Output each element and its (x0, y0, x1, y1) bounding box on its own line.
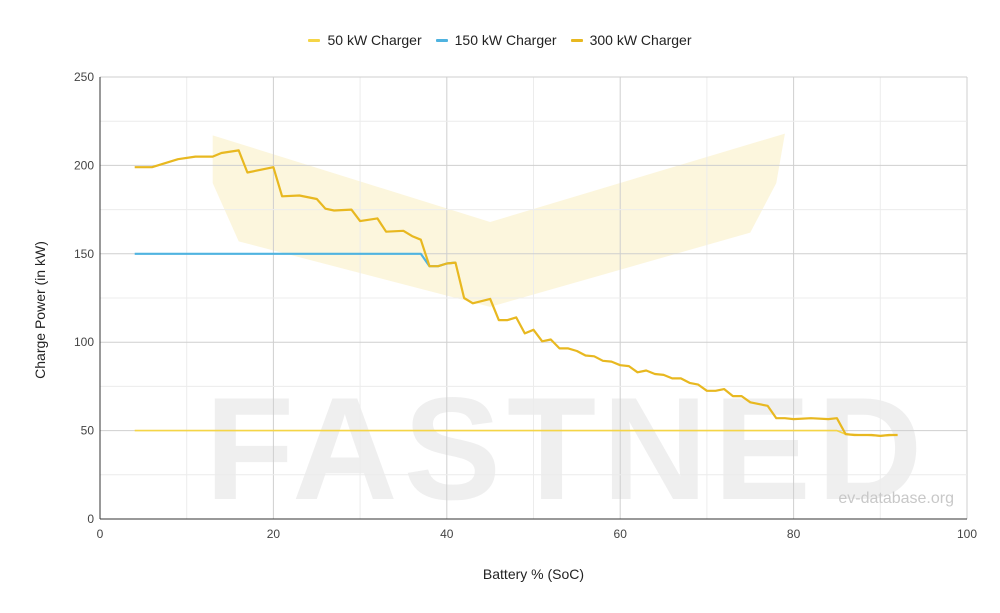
y-axis-title: Charge Power (in kW) (32, 241, 48, 379)
y-axis-title-box: Charge Power (in kW) (0, 190, 80, 430)
fastned-v-logo-shape (212, 133, 785, 307)
x-tick-label-0: 0 (97, 527, 104, 541)
y-tick-label-150: 150 (74, 247, 94, 261)
x-tick-label-100: 100 (957, 527, 977, 541)
x-tick-label-80: 80 (787, 527, 801, 541)
series-line-300-kw-charger (134, 149, 898, 437)
legend-label-300kw: 300 kW Charger (589, 32, 692, 48)
series-line-50-kw-charger (134, 429, 898, 437)
y-tick-label-250: 250 (74, 70, 94, 84)
y-tick-label-50: 50 (81, 424, 95, 438)
series-layer (134, 149, 898, 437)
x-tick-label-60: 60 (614, 527, 628, 541)
legend-label-50kw: 50 kW Charger (327, 32, 422, 48)
y-tick-label-100: 100 (74, 335, 94, 349)
legend: 50 kW Charger 150 kW Charger 300 kW Char… (0, 28, 1000, 52)
legend-item-50kw[interactable]: 50 kW Charger (308, 32, 422, 48)
y-tick-label-0: 0 (87, 512, 94, 526)
source-watermark: ev-database.org (838, 490, 954, 507)
axes (99, 77, 967, 520)
y-tick-label-200: 200 (74, 158, 94, 172)
legend-swatch-50kw (308, 38, 321, 42)
tick-labels: 0 20 40 60 80 100 0 50 100 150 200 250 (74, 70, 977, 541)
fastned-logo-watermark: FASTNED (205, 367, 929, 530)
x-tick-label-40: 40 (440, 527, 454, 541)
v-logo-polygon (212, 133, 785, 307)
legend-item-150kw[interactable]: 150 kW Charger (435, 32, 557, 48)
legend-swatch-300kw (570, 38, 583, 42)
legend-label-150kw: 150 kW Charger (454, 32, 557, 48)
grid (100, 76, 968, 519)
legend-swatch-150kw (435, 38, 448, 42)
x-axis-title: Battery % (SoC) (482, 566, 585, 582)
x-tick-label-20: 20 (267, 527, 281, 541)
legend-item-300kw[interactable]: 300 kW Charger (570, 32, 692, 48)
